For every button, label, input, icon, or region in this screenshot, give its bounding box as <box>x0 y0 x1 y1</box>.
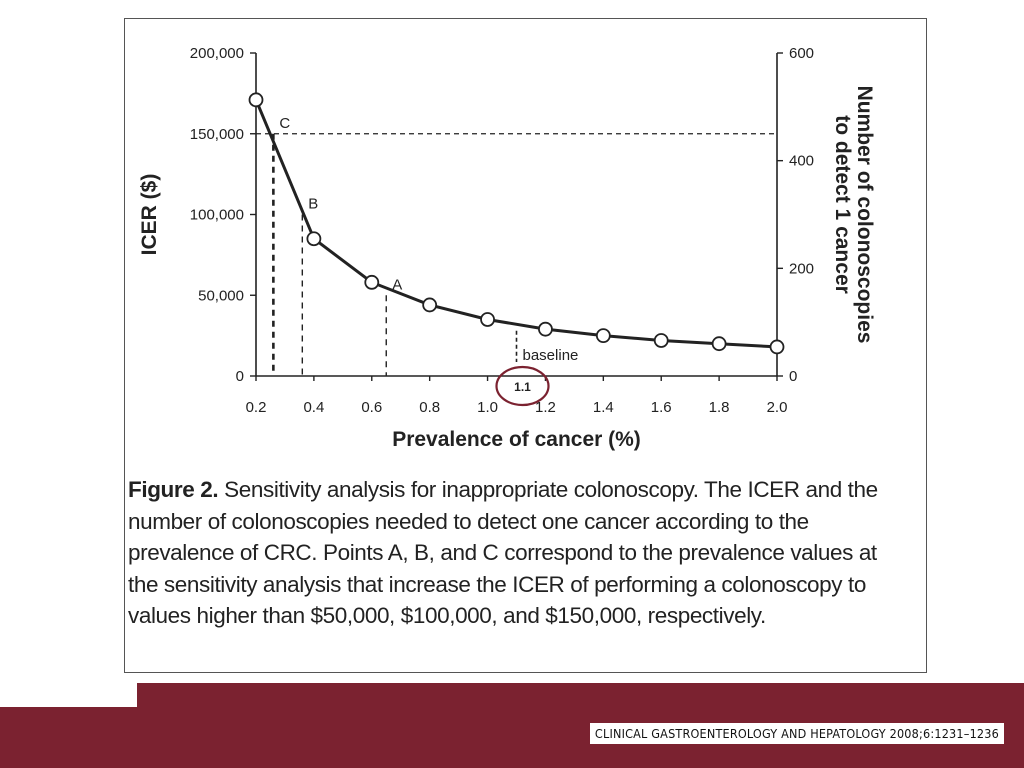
x-tick-label: 0.8 <box>419 399 440 416</box>
x-tick-label: 1.0 <box>477 399 498 416</box>
figure-label: Figure 2. <box>128 477 219 502</box>
chart-series <box>248 92 785 355</box>
highlight-label: 1.1 <box>514 380 531 394</box>
icer-data-point <box>364 274 380 290</box>
y2-tick-label: 200 <box>789 260 814 277</box>
y2-tick-label: 0 <box>789 368 797 385</box>
icer-data-point <box>480 312 495 327</box>
x-tick-label: 0.6 <box>361 399 382 416</box>
x-axis-title: Prevalence of cancer (%) <box>392 428 641 451</box>
marker-label-b: B <box>308 196 318 213</box>
x-tick-label: 1.2 <box>535 399 556 416</box>
figure-caption-text: Sensitivity analysis for inappropriate c… <box>128 477 878 628</box>
marker-label-c: C <box>279 115 290 132</box>
chart-guides <box>256 133 777 376</box>
icer-data-point <box>769 339 785 355</box>
y2-axis-title-line2: to detect 1 cancer <box>831 115 854 294</box>
icer-data-point <box>653 333 669 348</box>
figure-caption: Figure 2. Sensitivity analysis for inappr… <box>128 474 898 632</box>
icer-data-point <box>422 297 438 313</box>
y2-tick-label: 600 <box>789 45 814 62</box>
y-tick-label: 200,000 <box>190 45 244 62</box>
icer-series-line <box>254 99 778 349</box>
y-tick-label: 0 <box>236 368 244 385</box>
y-tick-label: 50,000 <box>198 287 244 304</box>
x-tick-label: 1.6 <box>651 399 672 416</box>
highlight-circle <box>495 365 550 407</box>
footer-band-top <box>137 683 1024 708</box>
icer-data-point <box>595 328 611 344</box>
y2-axis-title-line1: Number of colonoscopies <box>853 86 876 344</box>
y2-tick-label: 400 <box>789 153 814 170</box>
icer-data-point <box>711 336 727 352</box>
baseline-label: baseline <box>523 347 579 364</box>
y-axis-title: ICER ($) <box>138 174 161 256</box>
x-tick-label: 1.4 <box>593 399 614 416</box>
x-tick-label: 0.4 <box>303 399 324 416</box>
citation-label: CLINICAL GASTROENTEROLOGY AND HEPATOLOGY… <box>589 723 1004 744</box>
marker-label-a: A <box>392 276 402 293</box>
figure-box <box>124 18 927 673</box>
icer-data-point <box>248 92 264 108</box>
icer-data-point <box>306 231 322 247</box>
y-tick-label: 100,000 <box>190 207 244 224</box>
icer-chart: 0.2 0.4 0.6 0.8 1.0 1.2 1.4 1.6 1.8 2.0050,000100… <box>138 45 876 451</box>
x-tick-label: 0.2 <box>246 399 267 416</box>
x-tick-label: 1.8 <box>709 399 730 416</box>
chart-axes: 0.2 0.4 0.6 0.8 1.0 1.2 1.4 1.6 1.8 2.0050,000100… <box>138 45 876 451</box>
x-tick-label: 2.0 <box>767 399 788 416</box>
y-tick-label: 150,000 <box>190 126 244 143</box>
icer-data-point <box>538 321 553 337</box>
